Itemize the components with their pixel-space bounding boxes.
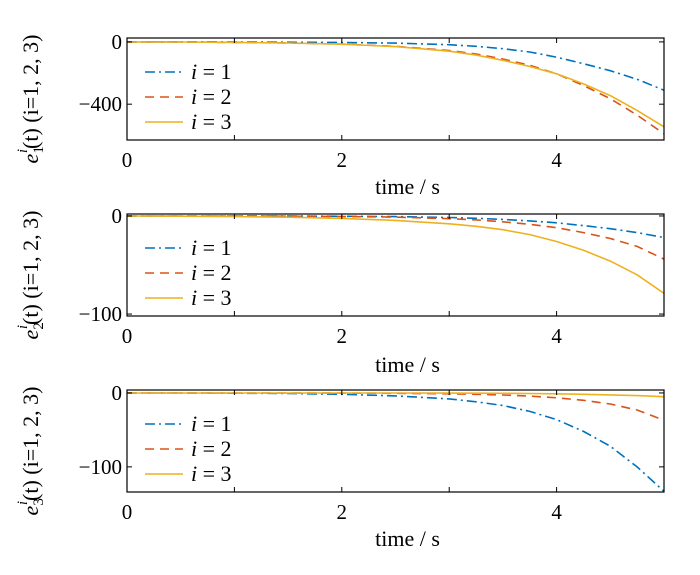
x-tick-label: 4 [551,324,562,348]
x-axis-label: time / s [375,352,440,377]
legend-label-i3: i = 3 [191,461,232,486]
legend-label-i1: i = 1 [191,235,232,260]
x-tick-label: 0 [122,324,133,348]
x-tick-label: 4 [551,500,562,524]
x-tick-label: 0 [122,500,133,524]
y-tick-label: −100 [79,302,122,326]
y-tick-label: −400 [79,92,122,116]
series-line-i3 [127,392,664,398]
legend-label-i3: i = 3 [191,109,232,134]
x-axis-label: time / s [375,174,440,199]
y-axis-label: e3i(t) (i=1, 2, 3) [15,387,47,516]
y-axis-label: e1i(t) (i=1, 2, 3) [15,35,47,164]
x-tick-label: 2 [337,500,348,524]
x-tick-label: 4 [551,148,562,172]
legend-label-i2: i = 2 [191,84,232,109]
series-line-i3 [127,215,664,295]
legend-label-i1: i = 1 [191,59,232,84]
axis-box [126,389,665,493]
y-tick-label: 0 [112,204,123,228]
x-axis-label: time / s [375,526,440,551]
x-tick-label: 2 [337,148,348,172]
y-tick-label: 0 [112,381,123,405]
x-tick-label: 0 [122,148,133,172]
y-tick-label: 0 [112,30,123,54]
legend-label-i2: i = 2 [191,260,232,285]
y-tick-label: −100 [79,455,122,479]
legend-label-i3: i = 3 [191,285,232,310]
axis-box [126,37,665,141]
x-tick-label: 2 [337,324,348,348]
series-line-i3 [127,41,664,128]
legend-label-i2: i = 2 [191,436,232,461]
y-axis-label: e2i(t) (i=1, 2, 3) [15,211,47,340]
axis-box [126,213,665,317]
legend-label-i1: i = 1 [191,411,232,436]
